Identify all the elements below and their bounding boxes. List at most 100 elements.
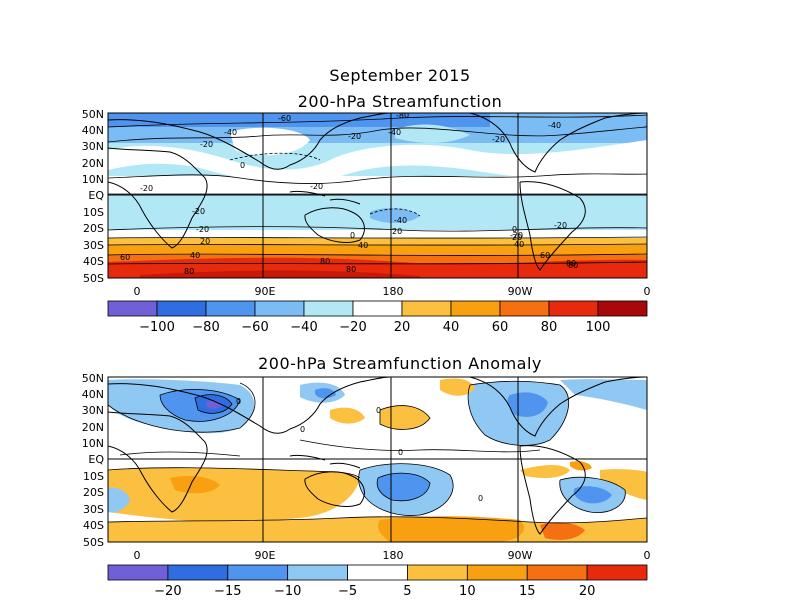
panel2-colorbar-label: 15 xyxy=(519,584,536,599)
north-america-outline xyxy=(469,113,647,173)
panel2-colorbar-swatch xyxy=(347,564,408,581)
panel2-colorbar-swatch xyxy=(586,564,648,581)
svg-text:-20: -20 xyxy=(554,221,567,230)
svg-text:-20: -20 xyxy=(348,132,361,141)
svg-text:10N: 10N xyxy=(82,173,104,186)
svg-text:20: 20 xyxy=(200,237,210,246)
panel2-colorbar-label: 5 xyxy=(403,584,411,599)
panel2-lat-labels: 50N 40N 30N 20N 10N EQ 10S 20S 30S 40S 5… xyxy=(82,372,105,549)
svg-text:20: 20 xyxy=(512,233,522,242)
australia-outline xyxy=(304,207,365,243)
svg-text:80: 80 xyxy=(184,267,194,276)
svg-text:180: 180 xyxy=(383,549,404,562)
south-america-outline xyxy=(519,181,586,271)
svg-text:10S: 10S xyxy=(83,470,104,483)
panel1-colorbar: −100 −80 −60 −40 −20 20 40 60 80 100 xyxy=(107,300,648,335)
panel2-colorbar-swatch xyxy=(167,564,229,581)
panel1-colorbar-label: −100 xyxy=(139,320,175,335)
svg-text:EQ: EQ xyxy=(88,189,104,202)
svg-text:50N: 50N xyxy=(82,372,104,385)
svg-text:0: 0 xyxy=(240,161,245,170)
svg-text:-60: -60 xyxy=(278,114,291,123)
panel1-colorbar-label: −80 xyxy=(192,320,219,335)
figure-title: September 2015 xyxy=(329,66,471,85)
panel1-colorbar-swatch xyxy=(450,300,501,317)
svg-text:0: 0 xyxy=(512,225,517,234)
svg-text:40N: 40N xyxy=(82,388,104,401)
panel1-lat-labels: 50N 40N 30N 20N 10N EQ 10S 20S 30S 40S 5… xyxy=(82,108,105,285)
svg-text:20N: 20N xyxy=(82,157,104,170)
svg-text:80: 80 xyxy=(566,259,576,268)
svg-text:180: 180 xyxy=(383,285,404,298)
svg-text:0: 0 xyxy=(236,397,241,406)
panel2-colorbar: −20 −15 −10 −5 5 10 15 20 xyxy=(107,564,648,599)
svg-text:30N: 30N xyxy=(82,404,104,417)
panel2-colorbar-label: −10 xyxy=(274,584,301,599)
panel1-colorbar-swatch xyxy=(107,300,158,317)
svg-text:20S: 20S xyxy=(83,222,104,235)
svg-text:90W: 90W xyxy=(508,549,533,562)
svg-text:-20: -20 xyxy=(192,207,205,216)
svg-text:0: 0 xyxy=(134,285,141,298)
panel2-colorbar-swatch xyxy=(107,564,169,581)
svg-text:-40: -40 xyxy=(224,128,237,137)
svg-text:-40: -40 xyxy=(548,121,561,130)
svg-text:40: 40 xyxy=(190,251,200,260)
svg-text:90W: 90W xyxy=(508,285,533,298)
panel1-colorbar-swatch xyxy=(499,300,550,317)
svg-text:-20: -20 xyxy=(492,135,505,144)
svg-text:-40: -40 xyxy=(394,216,407,225)
panel2-colorbar-label: 10 xyxy=(459,584,476,599)
panel1-colorbar-swatch xyxy=(303,300,354,317)
svg-text:30S: 30S xyxy=(83,239,104,252)
svg-text:50N: 50N xyxy=(82,108,104,121)
svg-text:80: 80 xyxy=(320,257,330,266)
panel2-colorbar-swatch xyxy=(407,564,468,581)
panel1-lon-labels: 0 90E 180 90W 0 xyxy=(134,285,651,298)
panel1-colorbar-label: 40 xyxy=(443,320,460,335)
svg-text:10N: 10N xyxy=(82,437,104,450)
panel1-colorbar-swatch xyxy=(401,300,452,317)
svg-text:0: 0 xyxy=(134,549,141,562)
svg-text:-20: -20 xyxy=(200,140,213,149)
svg-text:-20: -20 xyxy=(140,184,153,193)
svg-text:40: 40 xyxy=(358,241,368,250)
svg-text:40N: 40N xyxy=(82,124,104,137)
svg-text:80: 80 xyxy=(568,261,578,270)
panel1-colorbar-swatch xyxy=(548,300,599,317)
svg-text:0: 0 xyxy=(644,285,651,298)
panel1-colorbar-swatch xyxy=(205,300,256,317)
svg-text:40S: 40S xyxy=(83,519,104,532)
svg-text:0: 0 xyxy=(644,549,651,562)
svg-text:30N: 30N xyxy=(82,140,104,153)
svg-text:50S: 50S xyxy=(83,536,104,549)
panel2-grid xyxy=(107,376,648,543)
panel2-colorbar-label: −5 xyxy=(338,584,357,599)
panel1-grid xyxy=(107,112,648,279)
svg-text:0: 0 xyxy=(350,231,355,240)
panel2-colorbar-label: −15 xyxy=(214,584,241,599)
panel2-lon-labels: 0 90E 180 90W 0 xyxy=(134,549,651,562)
svg-text:10S: 10S xyxy=(83,206,104,219)
svg-text:20: 20 xyxy=(392,227,402,236)
panel1-title: 200-hPa Streamfunction xyxy=(297,92,503,111)
svg-text:-20: -20 xyxy=(510,231,523,240)
panel1-colorbar-swatch xyxy=(254,300,305,317)
panel2-colorbar-swatch xyxy=(227,564,289,581)
svg-text:-20: -20 xyxy=(196,225,209,234)
panel1-colorbar-label: −20 xyxy=(339,320,366,335)
svg-text:-20: -20 xyxy=(310,182,323,191)
svg-text:40: 40 xyxy=(514,240,524,249)
svg-text:-40: -40 xyxy=(388,128,401,137)
panel1-colorbar-swatch xyxy=(156,300,207,317)
panel1-colorbar-label: −60 xyxy=(241,320,268,335)
svg-text:20N: 20N xyxy=(82,421,104,434)
svg-text:20S: 20S xyxy=(83,486,104,499)
panel2-colorbar-label: 20 xyxy=(579,584,596,599)
panel2-title: 200-hPa Streamfunction Anomaly xyxy=(258,354,542,373)
svg-text:0: 0 xyxy=(300,425,305,434)
panel1-colorbar-swatch xyxy=(352,300,403,317)
svg-text:0: 0 xyxy=(398,448,403,457)
svg-text:0: 0 xyxy=(478,494,483,503)
africa-outline xyxy=(108,147,208,249)
